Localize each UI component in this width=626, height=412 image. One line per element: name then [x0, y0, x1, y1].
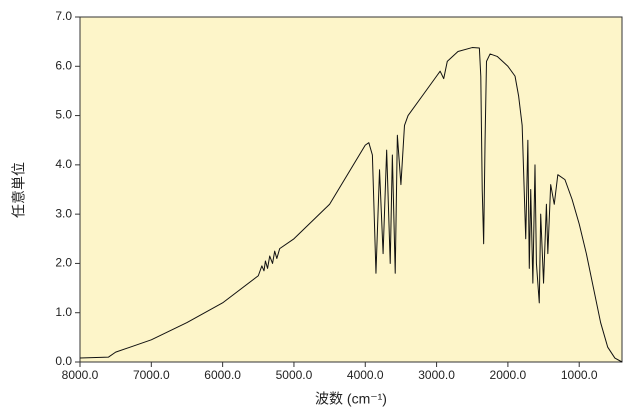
- x-tick-label: 4000.0: [347, 368, 384, 382]
- x-tick-label: 2000.0: [490, 368, 527, 382]
- x-axis-label: 波数 (cm⁻¹): [315, 391, 387, 407]
- spectrum-line: [79, 47, 623, 363]
- y-tick-label: 2.0: [55, 256, 72, 270]
- x-tick-label: 1000.0: [561, 368, 598, 382]
- plot-area: [79, 16, 623, 363]
- y-axis-label: 任意単位: [11, 162, 27, 218]
- x-tick-label: 6000.0: [204, 368, 241, 382]
- x-tick-label: 8000.0: [62, 368, 99, 382]
- x-tick-label: 3000.0: [418, 368, 455, 382]
- y-tick-label: 1.0: [55, 305, 72, 319]
- y-tick-label: 4.0: [55, 157, 72, 171]
- y-tick-label: 3.0: [55, 206, 72, 220]
- y-tick-label: 0.0: [55, 354, 72, 368]
- y-tick-label: 5.0: [55, 108, 72, 122]
- y-tick-label: 7.0: [55, 9, 72, 23]
- x-tick-label: 7000.0: [133, 368, 170, 382]
- x-tick-label: 5000.0: [276, 368, 313, 382]
- y-tick-label: 6.0: [55, 58, 72, 72]
